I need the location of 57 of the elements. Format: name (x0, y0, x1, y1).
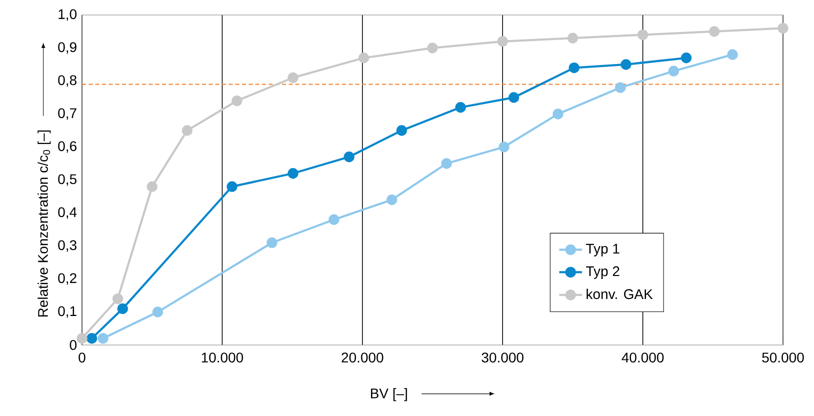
y-axis-title: Relative Konzentration c/c$_{0}$ [–] (38, 130, 51, 317)
point (568, 62, 580, 74)
x-axis-title: BV [–] (370, 388, 407, 402)
y-tick-label: 0,8 (58, 75, 76, 87)
x-tick-label: 50.000 (762, 352, 804, 363)
y-tick-label: 0,1 (58, 306, 76, 318)
point (182, 125, 192, 136)
point (668, 66, 679, 76)
point (427, 42, 438, 54)
point (455, 102, 466, 113)
y-tick-label: 0,6 (58, 141, 76, 153)
legend-label: Typ 2 (586, 266, 620, 279)
x-tick-label: 10.000 (202, 352, 244, 363)
point (637, 29, 648, 40)
y-tick-label: 0,7 (58, 108, 76, 120)
point (498, 142, 510, 152)
point (680, 52, 692, 64)
point (727, 49, 738, 60)
point (552, 108, 564, 120)
point (117, 303, 128, 314)
y-tick-label: 0,2 (58, 273, 76, 285)
point (778, 22, 788, 34)
point (328, 214, 340, 225)
x-tick-label: 0 (78, 352, 86, 363)
point (146, 181, 158, 192)
y-tick-label: 1,0 (58, 9, 77, 21)
y-tick-label: 0 (70, 340, 77, 350)
point (266, 237, 278, 248)
point (620, 59, 632, 70)
x-tick-label: 40.000 (622, 352, 664, 363)
point (232, 95, 242, 106)
point (708, 26, 720, 37)
x-tick-label: 20.000 (342, 352, 384, 363)
point (344, 152, 354, 162)
point (396, 125, 407, 136)
point (358, 52, 370, 64)
point (508, 92, 520, 103)
legend-label: Typ 1 (586, 244, 620, 256)
point (226, 181, 238, 192)
point (567, 32, 578, 44)
x-tick-label: 30.000 (482, 352, 524, 363)
legend-label: konv. GAK (586, 288, 653, 300)
y-tick-label: 0,4 (58, 207, 77, 219)
point (76, 333, 88, 344)
y-tick-label: 0,9 (58, 42, 76, 54)
y-tick-label: 0,3 (58, 240, 76, 252)
point (441, 158, 452, 169)
y-tick-label: 0,5 (58, 174, 76, 186)
point (615, 82, 626, 93)
point (497, 36, 508, 47)
point (288, 72, 298, 84)
point (86, 333, 98, 344)
point (152, 306, 164, 318)
point (98, 333, 108, 344)
point (288, 168, 298, 179)
point (386, 194, 398, 206)
point (112, 293, 124, 304)
